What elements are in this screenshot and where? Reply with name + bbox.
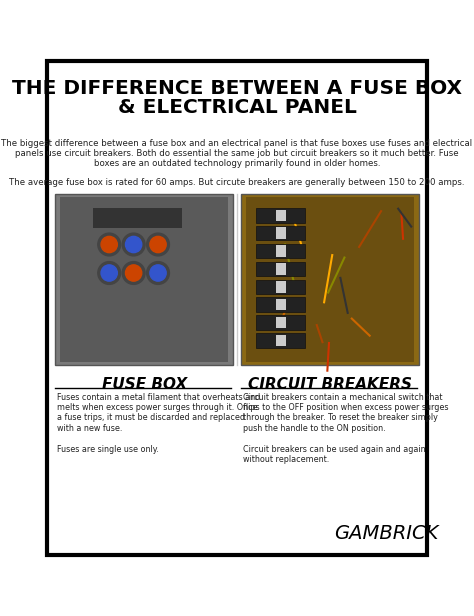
Text: FUSE BOX: FUSE BOX <box>101 377 187 392</box>
Bar <box>246 197 414 362</box>
Circle shape <box>101 265 118 281</box>
Bar <box>255 226 305 240</box>
Bar <box>255 262 305 276</box>
Text: Circuit breakers contain a mechanical switch that
flips to the OFF position when: Circuit breakers contain a mechanical sw… <box>243 392 448 464</box>
Text: Fuses contain a metal filament that overheats and
melts when excess power surges: Fuses contain a metal filament that over… <box>57 392 260 453</box>
Circle shape <box>126 237 142 253</box>
Bar <box>255 208 305 222</box>
Circle shape <box>146 233 169 256</box>
Bar <box>276 317 286 328</box>
Bar <box>276 299 286 310</box>
Text: The average fuse box is rated for 60 amps. But circute breakers are generally be: The average fuse box is rated for 60 amp… <box>9 178 465 187</box>
Circle shape <box>150 265 166 281</box>
Circle shape <box>122 233 145 256</box>
Bar <box>276 335 286 346</box>
Circle shape <box>98 262 120 285</box>
Bar <box>255 280 305 294</box>
Circle shape <box>101 237 118 253</box>
Bar <box>241 194 419 365</box>
Bar <box>255 333 305 348</box>
Bar <box>276 209 286 221</box>
Text: CIRCUIT BREAKERS: CIRCUIT BREAKERS <box>248 377 412 392</box>
Bar <box>276 227 286 239</box>
Bar <box>255 315 305 330</box>
Circle shape <box>122 262 145 285</box>
Circle shape <box>126 265 142 281</box>
Circle shape <box>150 237 166 253</box>
Bar <box>276 263 286 275</box>
Text: GAMBRICK: GAMBRICK <box>334 524 438 543</box>
Bar <box>255 244 305 258</box>
Bar <box>255 298 305 312</box>
Bar <box>93 208 182 228</box>
Text: The biggest difference between a fuse box and an electrical panel is that fuse b: The biggest difference between a fuse bo… <box>1 139 473 169</box>
Bar <box>60 197 228 362</box>
Text: THE DIFFERENCE BETWEEN A FUSE BOX: THE DIFFERENCE BETWEEN A FUSE BOX <box>12 79 462 98</box>
Bar <box>276 245 286 257</box>
Bar <box>55 194 233 365</box>
Circle shape <box>98 233 120 256</box>
Bar <box>276 281 286 293</box>
Circle shape <box>146 262 169 285</box>
Text: & ELECTRICAL PANEL: & ELECTRICAL PANEL <box>118 98 356 117</box>
